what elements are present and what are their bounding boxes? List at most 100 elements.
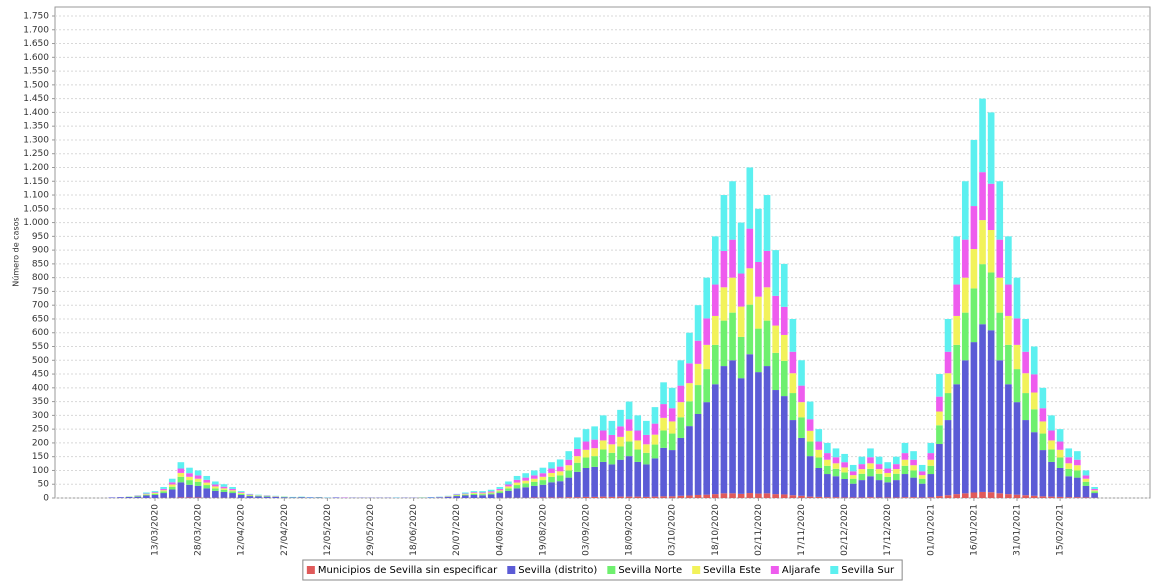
bar-segment xyxy=(608,496,616,498)
bar-segment xyxy=(462,494,469,496)
bar-segment xyxy=(953,236,960,285)
bar-segment xyxy=(841,462,848,468)
y-tick-label: 1.500 xyxy=(23,80,49,90)
bar-segment xyxy=(901,465,909,475)
bar-segment xyxy=(979,264,986,325)
bar-segment xyxy=(272,496,279,498)
bar-segment xyxy=(737,493,745,498)
bar-segment xyxy=(798,385,805,403)
bar-segment xyxy=(168,489,176,498)
bar-segment xyxy=(608,464,616,497)
bar-segment xyxy=(961,493,969,498)
bar-segment xyxy=(703,344,710,370)
bar-segment xyxy=(841,478,848,498)
y-tick-label: 750 xyxy=(32,287,49,297)
x-tick-label: 16/01/2021 xyxy=(969,504,979,556)
bar-segment xyxy=(470,493,478,494)
bar-segment xyxy=(617,436,624,447)
bar-segment xyxy=(548,472,555,477)
bar-segment xyxy=(565,477,573,498)
bar-segment xyxy=(496,490,504,492)
bar-segment xyxy=(953,284,960,316)
bar-segment xyxy=(643,420,650,435)
bar-segment xyxy=(979,172,986,221)
bar-segment xyxy=(1074,470,1081,478)
bar-segment xyxy=(522,477,529,481)
x-tick-label: 02/11/2020 xyxy=(754,504,764,556)
bar-segment xyxy=(1048,430,1055,441)
bar-segment xyxy=(496,486,504,489)
bar-segment xyxy=(694,340,702,364)
bar-segment xyxy=(755,493,762,498)
bar-segment xyxy=(151,491,159,493)
bar-segment xyxy=(643,444,650,453)
bar-segment xyxy=(608,420,616,435)
bar-segment xyxy=(634,415,642,431)
bar-segment xyxy=(229,491,236,494)
bar-segment xyxy=(867,497,874,498)
y-tick-label: 1.150 xyxy=(23,177,49,187)
bar-segment xyxy=(160,488,167,491)
bar-segment xyxy=(867,468,874,477)
bar-segment xyxy=(832,463,840,469)
bar-segment xyxy=(763,195,771,251)
bar-segment xyxy=(824,459,831,466)
y-tick-label: 450 xyxy=(32,370,49,380)
bar-segment xyxy=(987,230,995,273)
bar-segment xyxy=(246,493,254,495)
bar-segment xyxy=(858,456,866,465)
bar-segment xyxy=(755,372,762,494)
bar-segment xyxy=(186,473,193,477)
x-tick-label: 29/05/2020 xyxy=(366,504,376,556)
bar-segment xyxy=(574,471,581,498)
bar-segment xyxy=(772,295,779,326)
bar-segment xyxy=(177,472,185,477)
bar-segment xyxy=(1039,387,1047,409)
bar-segment xyxy=(643,464,650,497)
bar-segment xyxy=(212,486,219,489)
bar-segment xyxy=(1039,433,1047,451)
y-tick-label: 700 xyxy=(32,301,49,311)
bar-segment xyxy=(686,383,693,402)
bar-segment xyxy=(910,470,917,478)
bar-segment xyxy=(789,495,797,498)
bar-segment xyxy=(479,492,486,494)
bar-segment xyxy=(849,497,857,498)
bar-segment xyxy=(203,488,211,498)
bar-segment xyxy=(160,491,167,494)
bar-segment xyxy=(548,468,555,473)
bar-segment xyxy=(143,494,150,496)
bar-segment xyxy=(729,493,736,498)
bar-segment xyxy=(1082,481,1090,486)
bar-segment xyxy=(841,472,848,479)
bar-segment xyxy=(970,139,978,207)
bar-segment xyxy=(849,464,857,472)
bar-segment xyxy=(970,288,978,343)
bar-segment xyxy=(1013,402,1021,495)
bar-segment xyxy=(824,465,831,475)
y-tick-label: 1.450 xyxy=(23,94,49,104)
bar-segment xyxy=(1005,384,1012,495)
bar-segment xyxy=(151,494,159,498)
bar-segment xyxy=(720,250,728,288)
bar-segment xyxy=(694,494,702,498)
bar-segment xyxy=(660,417,667,431)
bar-segment xyxy=(462,495,469,498)
bar-segment xyxy=(556,481,564,498)
bar-segment xyxy=(987,183,995,231)
bar-segment xyxy=(660,496,667,498)
bar-segment xyxy=(755,328,762,373)
bar-segment xyxy=(789,420,797,496)
x-tick-label: 28/03/2020 xyxy=(194,504,204,556)
bar-segment xyxy=(1074,477,1081,498)
bar-segment xyxy=(143,493,150,495)
bar-segment xyxy=(712,494,719,498)
bar-segment xyxy=(539,480,547,485)
bar-segment xyxy=(987,112,995,184)
bar-segment xyxy=(849,475,857,479)
bar-segment xyxy=(936,444,943,497)
bar-segment xyxy=(832,497,840,498)
bar-segment xyxy=(565,465,573,471)
bar-segment xyxy=(160,490,167,492)
